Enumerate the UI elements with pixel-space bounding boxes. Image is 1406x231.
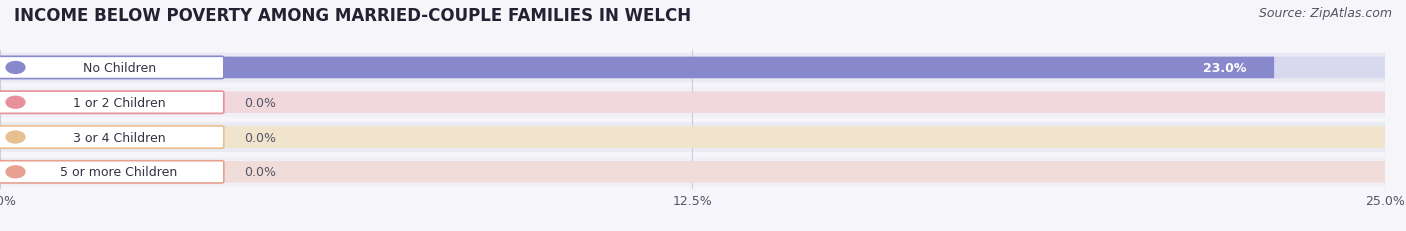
FancyBboxPatch shape — [0, 157, 1385, 187]
FancyBboxPatch shape — [0, 161, 1385, 183]
FancyBboxPatch shape — [0, 53, 1385, 83]
Circle shape — [6, 166, 25, 178]
FancyBboxPatch shape — [0, 123, 1385, 152]
Circle shape — [6, 97, 25, 109]
FancyBboxPatch shape — [0, 58, 1274, 79]
Text: 1 or 2 Children: 1 or 2 Children — [73, 96, 166, 109]
FancyBboxPatch shape — [0, 126, 224, 149]
Text: 0.0%: 0.0% — [243, 166, 276, 179]
FancyBboxPatch shape — [0, 58, 1385, 79]
FancyBboxPatch shape — [0, 92, 1385, 113]
FancyBboxPatch shape — [0, 127, 1385, 148]
Text: 0.0%: 0.0% — [243, 131, 276, 144]
Text: INCOME BELOW POVERTY AMONG MARRIED-COUPLE FAMILIES IN WELCH: INCOME BELOW POVERTY AMONG MARRIED-COUPL… — [14, 7, 692, 25]
Text: No Children: No Children — [83, 62, 156, 75]
Text: 5 or more Children: 5 or more Children — [60, 166, 177, 179]
Circle shape — [6, 131, 25, 143]
FancyBboxPatch shape — [0, 161, 224, 183]
Text: Source: ZipAtlas.com: Source: ZipAtlas.com — [1258, 7, 1392, 20]
Circle shape — [6, 62, 25, 74]
Text: 23.0%: 23.0% — [1204, 62, 1247, 75]
Text: 3 or 4 Children: 3 or 4 Children — [73, 131, 166, 144]
FancyBboxPatch shape — [0, 88, 1385, 118]
FancyBboxPatch shape — [0, 92, 224, 114]
Text: 0.0%: 0.0% — [243, 96, 276, 109]
FancyBboxPatch shape — [0, 57, 224, 79]
